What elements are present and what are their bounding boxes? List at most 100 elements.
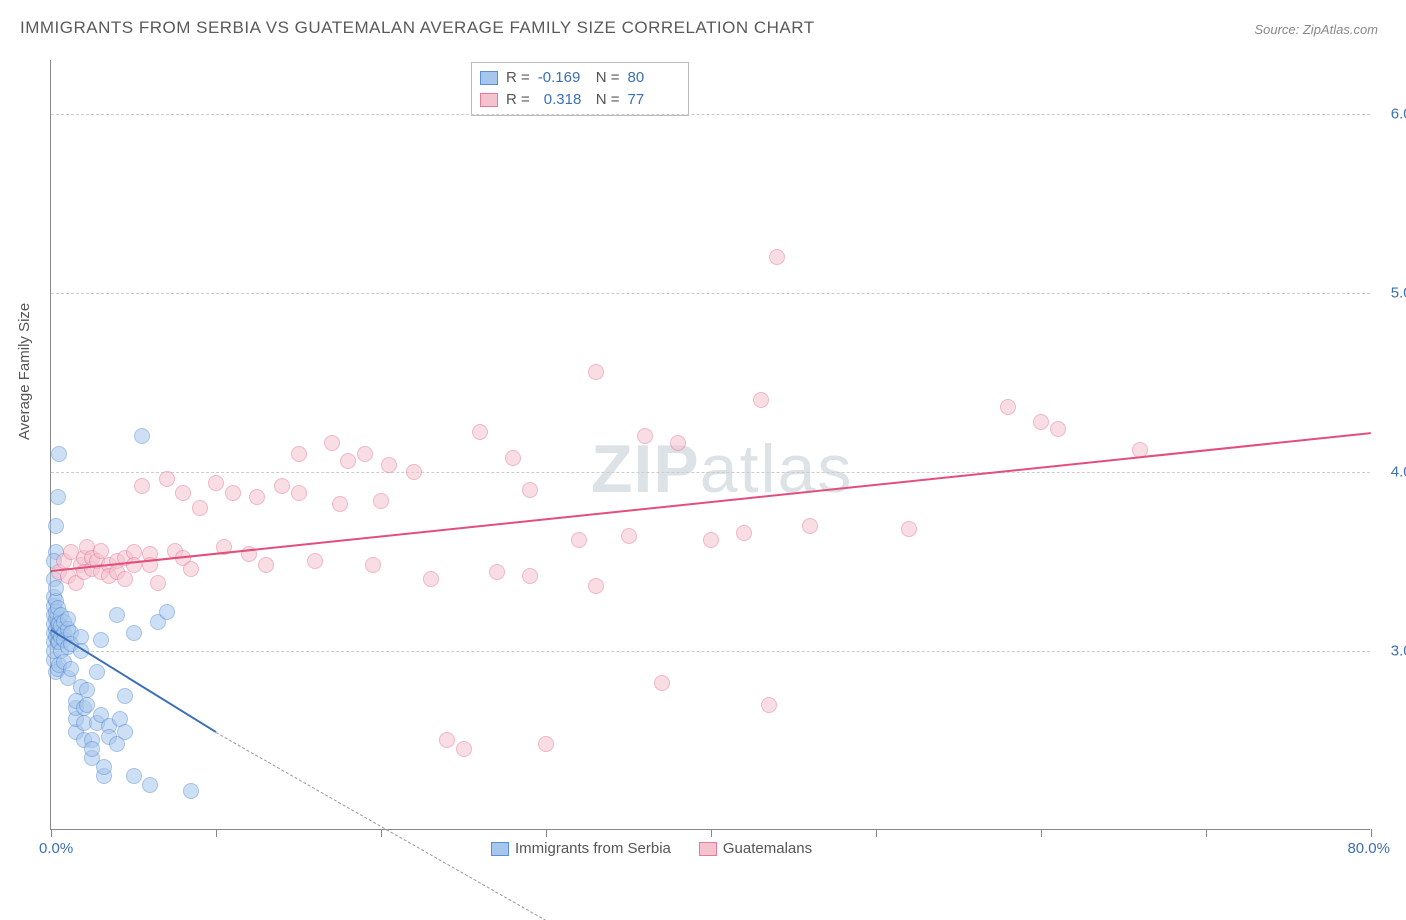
point-guatemalan <box>274 478 290 494</box>
x-tick <box>381 829 382 837</box>
point-guatemalan <box>1050 421 1066 437</box>
point-serbia <box>117 724 133 740</box>
chart-title: IMMIGRANTS FROM SERBIA VS GUATEMALAN AVE… <box>20 18 815 38</box>
point-guatemalan <box>1033 414 1049 430</box>
point-serbia <box>84 741 100 757</box>
point-guatemalan <box>324 435 340 451</box>
point-guatemalan <box>208 475 224 491</box>
point-serbia <box>96 759 112 775</box>
r-value-guatemalans: 0.318 <box>538 89 588 111</box>
point-guatemalan <box>1000 399 1016 415</box>
y-tick-label: 6.00 <box>1376 105 1406 122</box>
point-serbia <box>117 688 133 704</box>
point-serbia <box>142 777 158 793</box>
point-guatemalan <box>406 464 422 480</box>
point-guatemalan <box>175 485 191 501</box>
point-guatemalan <box>365 557 381 573</box>
point-guatemalan <box>505 450 521 466</box>
point-guatemalan <box>802 518 818 534</box>
point-guatemalan <box>249 489 265 505</box>
watermark: ZIPatlas <box>591 430 853 508</box>
legend-label-guatemalans: Guatemalans <box>723 840 812 857</box>
point-guatemalan <box>489 564 505 580</box>
legend-item-serbia: Immigrants from Serbia <box>491 840 671 857</box>
point-guatemalan <box>225 485 241 501</box>
x-tick <box>1041 829 1042 837</box>
legend-swatch-serbia <box>491 842 509 856</box>
x-tick <box>1206 829 1207 837</box>
gridline <box>51 472 1370 473</box>
series-legend: Immigrants from Serbia Guatemalans <box>491 840 812 857</box>
x-tick <box>711 829 712 837</box>
gridline <box>51 114 1370 115</box>
y-tick-label: 4.00 <box>1376 463 1406 480</box>
point-guatemalan <box>522 568 538 584</box>
point-guatemalan <box>472 424 488 440</box>
point-guatemalan <box>291 485 307 501</box>
point-serbia <box>126 625 142 641</box>
point-guatemalan <box>381 457 397 473</box>
point-guatemalan <box>654 675 670 691</box>
x-tick <box>1371 829 1372 837</box>
point-guatemalan <box>134 478 150 494</box>
point-serbia <box>126 768 142 784</box>
stats-row-serbia: R = -0.169 N = 80 <box>480 67 678 89</box>
point-guatemalan <box>588 364 604 380</box>
point-guatemalan <box>736 525 752 541</box>
point-serbia <box>48 518 64 534</box>
swatch-serbia <box>480 71 498 85</box>
point-guatemalan <box>753 392 769 408</box>
correlation-chart: IMMIGRANTS FROM SERBIA VS GUATEMALAN AVE… <box>0 0 1406 892</box>
point-guatemalan <box>670 435 686 451</box>
r-value-serbia: -0.169 <box>538 67 588 89</box>
legend-label-serbia: Immigrants from Serbia <box>515 840 671 857</box>
point-guatemalan <box>588 578 604 594</box>
point-guatemalan <box>571 532 587 548</box>
point-serbia <box>60 611 76 627</box>
point-guatemalan <box>456 741 472 757</box>
stats-legend-box: R = -0.169 N = 80 R = 0.318 N = 77 <box>471 62 689 116</box>
point-guatemalan <box>183 561 199 577</box>
point-guatemalan <box>703 532 719 548</box>
point-guatemalan <box>439 732 455 748</box>
y-tick-label: 5.00 <box>1376 284 1406 301</box>
point-guatemalan <box>150 575 166 591</box>
point-guatemalan <box>357 446 373 462</box>
point-guatemalan <box>761 697 777 713</box>
x-axis-min-label: 0.0% <box>39 840 73 857</box>
legend-item-guatemalans: Guatemalans <box>699 840 812 857</box>
point-guatemalan <box>901 521 917 537</box>
point-serbia <box>109 607 125 623</box>
plot-area: ZIPatlas R = -0.169 N = 80 R = 0.318 N =… <box>50 60 1370 830</box>
point-serbia <box>93 632 109 648</box>
point-serbia <box>134 428 150 444</box>
point-serbia <box>159 604 175 620</box>
source-attribution: Source: ZipAtlas.com <box>1254 22 1378 37</box>
point-guatemalan <box>126 557 142 573</box>
point-guatemalan <box>192 500 208 516</box>
x-tick <box>546 829 547 837</box>
y-tick-label: 3.00 <box>1376 642 1406 659</box>
point-guatemalan <box>621 528 637 544</box>
gridline <box>51 651 1370 652</box>
point-guatemalan <box>258 557 274 573</box>
n-value-guatemalans: 77 <box>628 89 678 111</box>
point-guatemalan <box>291 446 307 462</box>
x-tick <box>51 829 52 837</box>
point-guatemalan <box>340 453 356 469</box>
x-tick <box>876 829 877 837</box>
point-guatemalan <box>307 553 323 569</box>
point-guatemalan <box>117 571 133 587</box>
x-tick <box>216 829 217 837</box>
point-guatemalan <box>332 496 348 512</box>
n-value-serbia: 80 <box>628 67 678 89</box>
point-serbia <box>63 661 79 677</box>
point-serbia <box>183 783 199 799</box>
point-serbia <box>89 664 105 680</box>
point-guatemalan <box>373 493 389 509</box>
point-guatemalan <box>522 482 538 498</box>
point-serbia <box>51 446 67 462</box>
gridline <box>51 293 1370 294</box>
point-serbia <box>50 489 66 505</box>
point-serbia <box>48 580 64 596</box>
